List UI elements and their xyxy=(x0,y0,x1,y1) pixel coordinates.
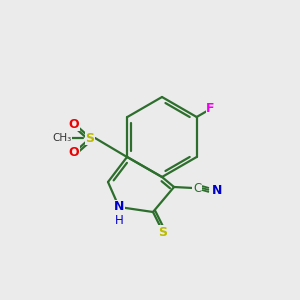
Text: N: N xyxy=(212,184,222,196)
Text: F: F xyxy=(206,103,215,116)
Text: CH₃: CH₃ xyxy=(52,133,72,143)
Text: S: S xyxy=(158,226,167,238)
Text: H: H xyxy=(115,214,123,227)
Text: O: O xyxy=(69,146,79,158)
Text: S: S xyxy=(85,131,94,145)
Text: N: N xyxy=(114,200,124,214)
Text: C: C xyxy=(193,182,201,194)
Text: O: O xyxy=(69,118,79,130)
